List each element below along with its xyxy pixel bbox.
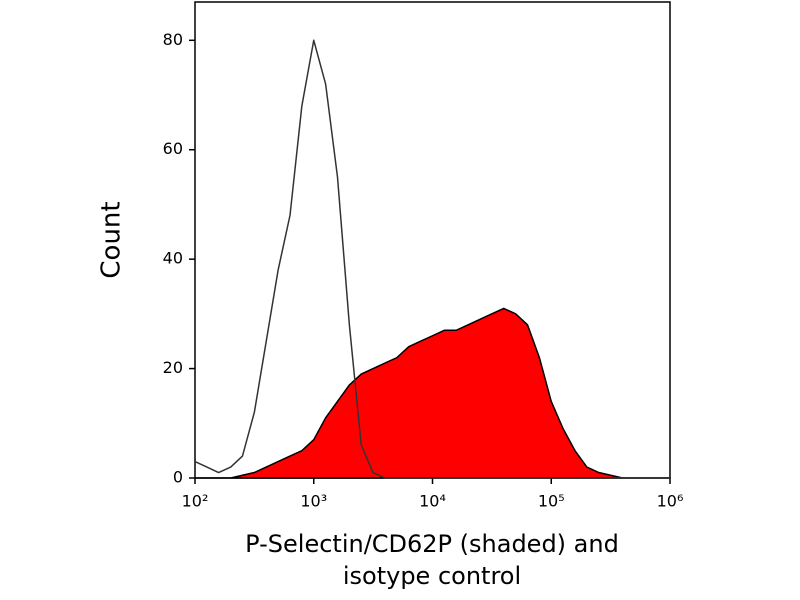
x-tick-label: 10⁶ (657, 492, 684, 511)
x-tick-label: 10³ (300, 492, 327, 511)
x-tick-label: 10⁵ (538, 492, 565, 511)
filled-histogram (194, 307, 671, 479)
y-tick-label: 60 (163, 139, 183, 158)
x-axis-label: P-Selectin/CD62P (shaded) and isotype co… (245, 530, 619, 590)
y-tick-label: 40 (163, 249, 183, 268)
x-tick-label: 10⁴ (419, 492, 446, 511)
x-tick-label: 10² (182, 492, 209, 511)
histogram-line (194, 39, 670, 479)
y-tick-label: 20 (163, 358, 183, 377)
y-axis-label: Count (97, 201, 127, 278)
y-tick-label: 80 (163, 30, 183, 49)
y-tick-label: 0 (173, 468, 183, 487)
